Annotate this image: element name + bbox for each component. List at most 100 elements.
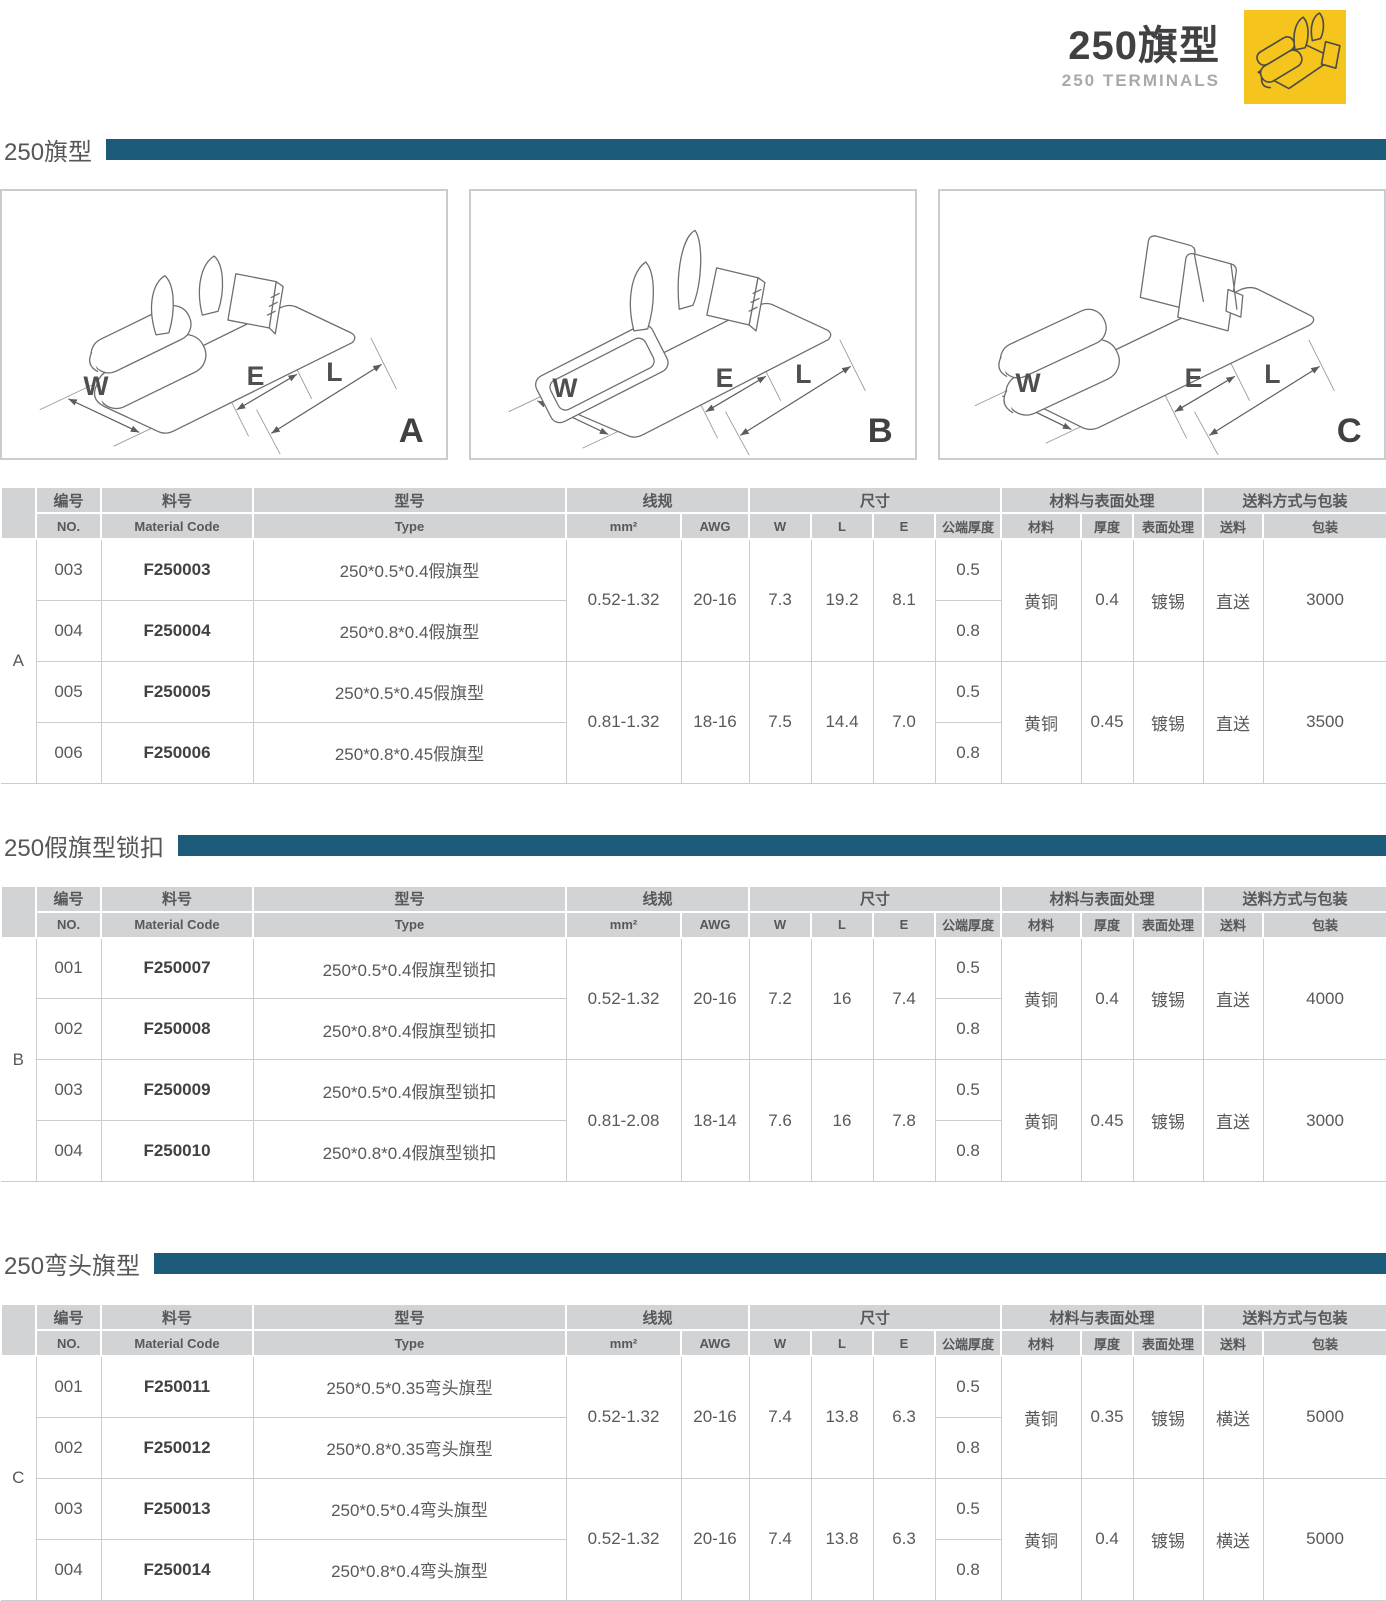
cell-male-thickness: 0.8 — [934, 1416, 1002, 1479]
page-subtitle: 250 TERMINALS — [1061, 70, 1220, 90]
cell-awg: 18-16 — [680, 660, 750, 784]
spec-table-b: 编号 料号 型号 线规 尺寸 材料与表面处理 送料方式与包装 NO. Material Code… — [0, 884, 1386, 1182]
cell-material-code: F250010 — [100, 1120, 254, 1182]
cell-type: 250*0.8*0.45假旗型 — [252, 721, 567, 784]
diagram-letter-b: B — [868, 412, 893, 450]
col-feed: 送料 — [1202, 512, 1265, 540]
terminal-drawing-c — [998, 235, 1315, 431]
col-thickness: 厚度 — [1080, 512, 1135, 540]
section-title: 250旗型 — [4, 139, 93, 166]
cell-material: 黄铜 — [1000, 1059, 1082, 1182]
cell-male-thickness: 0.8 — [934, 599, 1002, 662]
cell-thickness: 0.45 — [1080, 660, 1134, 784]
col-surface: 表面处理 — [1132, 910, 1205, 939]
section-heading-a: 250旗型 — [0, 132, 1386, 167]
cell-pack: 3000 — [1262, 538, 1386, 662]
cell-material-code: F250003 — [100, 538, 254, 601]
cell-no: 004 — [35, 1120, 102, 1182]
col-awg: AWG — [679, 1329, 751, 1357]
cell-material-code: F250013 — [100, 1477, 254, 1540]
cell-no: 003 — [35, 1477, 102, 1540]
col-group-material: 材料与表面处理 — [1000, 1303, 1205, 1331]
cell-feed: 横送 — [1202, 1477, 1264, 1601]
cell-male-thickness: 0.5 — [934, 660, 1002, 723]
cell-male-thickness: 0.8 — [934, 998, 1002, 1060]
cell-material-code: F250008 — [100, 998, 254, 1060]
cell-feed: 横送 — [1202, 1355, 1264, 1479]
cell-feed: 直送 — [1202, 1059, 1264, 1182]
cell-l: 13.8 — [810, 1477, 874, 1601]
diagram-a: W E L A — [0, 189, 448, 460]
col-no-cn: 编号 — [35, 884, 102, 913]
cell-type: 250*0.8*0.4弯头旗型 — [252, 1538, 567, 1601]
cell-l: 13.8 — [810, 1355, 874, 1479]
cell-no: 006 — [35, 721, 102, 784]
col-mm2: mm² — [565, 1329, 682, 1357]
table-row: 003 F250009 250*0.5*0.4假旗型锁扣 0.81-2.08 18-14… — [1, 1059, 1386, 1182]
dim-label-e: E — [247, 361, 265, 391]
col-group-packing: 送料方式与包装 — [1202, 884, 1386, 913]
cell-material: 黄铜 — [1000, 660, 1082, 784]
col-material: 材料 — [1000, 910, 1083, 939]
cell-material: 黄铜 — [1000, 538, 1082, 662]
cell-mm2: 0.52-1.32 — [565, 1355, 682, 1479]
table-row: A 003 F250003 250*0.5*0.4假旗型 0.52-1.32 20-16 7… — [1, 538, 1386, 784]
cell-pack: 5000 — [1262, 1355, 1386, 1479]
cell-type: 250*0.5*0.4假旗型 — [252, 538, 567, 601]
col-code-cn: 料号 — [100, 1303, 254, 1331]
cell-mm2: 0.81-1.32 — [565, 660, 682, 784]
col-feed: 送料 — [1202, 1329, 1265, 1357]
col-group-packing: 送料方式与包装 — [1202, 1303, 1386, 1331]
cell-type: 250*0.5*0.4假旗型锁扣 — [252, 1059, 567, 1121]
col-code-en: Material Code — [100, 910, 254, 939]
col-l: L — [810, 1329, 875, 1357]
diagram-b: W E L B — [469, 189, 917, 460]
col-e: E — [872, 512, 937, 540]
diagram-letter-a: A — [399, 412, 424, 450]
cell-surface: 镀锡 — [1132, 1477, 1204, 1601]
table-row: 002 F250008 250*0.8*0.4假旗型锁扣 0.8 — [1, 998, 1386, 1060]
corner-cell — [0, 486, 37, 540]
corner-cell — [0, 884, 37, 939]
cell-no: 002 — [35, 998, 102, 1060]
cell-awg: 20-16 — [680, 937, 750, 1060]
col-code-en: Material Code — [100, 1329, 254, 1357]
cell-male-thickness: 0.5 — [934, 1059, 1002, 1121]
cell-material: 黄铜 — [1000, 1355, 1082, 1479]
cell-feed: 直送 — [1202, 538, 1264, 662]
col-type-en: Type — [252, 512, 567, 540]
col-thickness: 厚度 — [1080, 910, 1135, 939]
cell-l: 16 — [810, 1059, 874, 1182]
dim-label-l: L — [795, 359, 811, 389]
cell-no: 003 — [35, 1059, 102, 1121]
col-l: L — [810, 910, 875, 939]
cell-no: 001 — [35, 937, 102, 999]
cell-thickness: 0.35 — [1080, 1355, 1134, 1479]
col-feed: 送料 — [1202, 910, 1265, 939]
col-group-wire: 线规 — [564, 486, 751, 514]
terminal-icon — [1256, 12, 1341, 90]
col-group-size: 尺寸 — [748, 486, 1003, 514]
cell-w: 7.2 — [748, 937, 812, 1060]
col-code-cn: 料号 — [100, 486, 254, 514]
cell-pack: 5000 — [1262, 1477, 1386, 1601]
table-row: B 001 F250007 250*0.5*0.4假旗型锁扣 0.52-1.32 20-1… — [1, 937, 1386, 1182]
cell-e: 6.3 — [872, 1477, 936, 1601]
col-w: W — [748, 512, 813, 540]
cell-male-thickness: 0.5 — [934, 937, 1002, 999]
cell-male-thickness: 0.8 — [934, 1120, 1002, 1182]
cell-l: 19.2 — [810, 538, 874, 662]
col-type-cn: 型号 — [252, 884, 567, 913]
cell-material-code: F250006 — [100, 721, 254, 784]
diagram-letter-c: C — [1337, 412, 1362, 450]
cell-material: 黄铜 — [1000, 937, 1082, 1060]
cell-material-code: F250012 — [100, 1416, 254, 1479]
cell-surface: 镀锡 — [1132, 538, 1204, 662]
dimension-extension-lines — [974, 339, 1335, 456]
section-title: 250弯头旗型 — [4, 1253, 141, 1280]
section-accent-bar — [154, 1253, 1386, 1274]
corner-cell — [0, 1303, 37, 1357]
dim-label-w: W — [83, 371, 109, 401]
cell-material-code: F250004 — [100, 599, 254, 662]
cell-e: 7.0 — [872, 660, 936, 784]
